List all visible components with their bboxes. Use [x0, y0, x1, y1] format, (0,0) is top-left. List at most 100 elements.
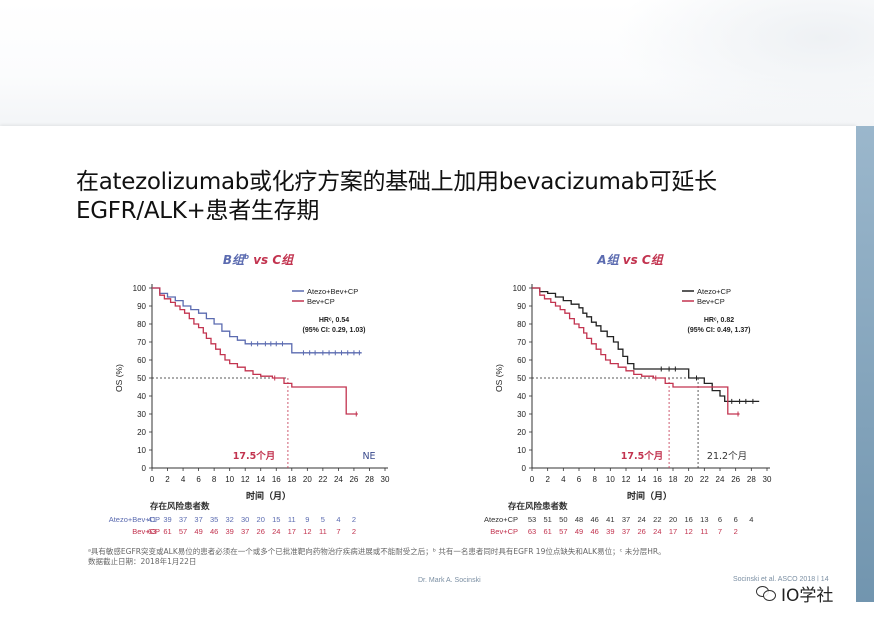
risk-table-title: 存在风险患者数 [507, 501, 568, 512]
y-tick-label: 60 [517, 356, 526, 365]
median-label: 21.2个月 [707, 451, 747, 462]
risk-count: 57 [179, 527, 187, 536]
risk-count: 37 [241, 527, 249, 536]
risk-count: 7 [718, 527, 722, 536]
y-tick-label: 100 [133, 284, 147, 293]
risk-count: 37 [622, 515, 630, 524]
x-tick-label: 2 [545, 475, 550, 484]
risk-count: 17 [669, 527, 677, 536]
chart-title: B组b vs C组 [223, 253, 295, 267]
x-tick-label: 8 [212, 475, 217, 484]
survival-curve-2 [152, 287, 358, 415]
risk-count: 9 [305, 515, 309, 524]
risk-count: 37 [179, 515, 187, 524]
x-tick-label: 10 [225, 475, 234, 484]
chart-title-group-left: A组 [596, 253, 620, 267]
watermark: IO学社 [752, 581, 838, 606]
y-tick-label: 60 [137, 356, 146, 365]
risk-count: 22 [653, 515, 661, 524]
x-tick-label: 24 [334, 475, 343, 484]
median-label: NE [362, 451, 375, 462]
y-tick-label: 50 [517, 374, 526, 383]
risk-table-title: 存在风险患者数 [149, 501, 210, 512]
header-background [0, 0, 874, 126]
y-tick-label: 100 [513, 284, 527, 293]
y-tick-label: 90 [137, 302, 146, 311]
footnote: ᵃ具有敏感EGFR突变或ALK易位的患者必须在一个或多个已批准靶向药物治疗疾病进… [88, 547, 828, 567]
x-tick-label: 24 [716, 475, 725, 484]
risk-count: 6 [734, 515, 738, 524]
risk-row-label: Atezo+Bev+CP [109, 515, 160, 524]
x-tick-label: 18 [287, 475, 296, 484]
risk-count: 61 [543, 527, 551, 536]
y-tick-label: 0 [522, 464, 527, 473]
risk-count: 50 [559, 515, 567, 524]
risk-count: 61 [163, 527, 171, 536]
legend-label: Atezo+CP [697, 287, 731, 296]
survival-curve-1 [532, 287, 760, 403]
risk-count: 17 [288, 527, 296, 536]
risk-row-label: Bev+CP [132, 527, 160, 536]
x-tick-label: 14 [256, 475, 265, 484]
y-tick-label: 0 [142, 464, 147, 473]
risk-count: 20 [257, 515, 265, 524]
footnote-line-2: 数据截止日期：2018年1月22日 [88, 557, 197, 566]
risk-count: 26 [637, 527, 645, 536]
y-tick-label: 80 [517, 320, 526, 329]
legend-label: Bev+CP [697, 297, 725, 306]
confidence-interval: (95% CI: 0.49, 1.37) [687, 327, 750, 334]
x-tick-label: 10 [606, 475, 615, 484]
y-tick-label: 10 [517, 446, 526, 455]
x-axis-label: 时间（月） [627, 490, 672, 502]
x-tick-label: 8 [592, 475, 597, 484]
x-tick-label: 14 [637, 475, 646, 484]
chart-title-superscript: b [244, 253, 249, 261]
watermark-text: IO学社 [781, 585, 834, 606]
risk-count: 24 [653, 527, 661, 536]
hazard-ratio: HRᶜ, 0.54 [319, 317, 349, 324]
y-tick-label: 30 [137, 410, 146, 419]
y-tick-label: 20 [517, 428, 526, 437]
risk-count: 24 [272, 527, 280, 536]
x-tick-label: 12 [241, 475, 250, 484]
y-tick-label: 40 [137, 392, 146, 401]
risk-count: 13 [700, 515, 708, 524]
risk-count: 26 [257, 527, 265, 536]
slide-title-line-1: 在atezolizumab或化疗方案的基础上加用bevacizumab可延长 [76, 169, 717, 195]
risk-count: 51 [543, 515, 551, 524]
risk-count: 63 [528, 527, 536, 536]
median-label: 17.5个月 [233, 450, 275, 462]
y-axis-label: OS (%) [114, 364, 124, 392]
risk-count: 53 [528, 515, 536, 524]
slide-title-line-2: EGFR/ALK+患者生存期 [76, 198, 320, 224]
y-tick-label: 80 [137, 320, 146, 329]
y-axis-label: OS (%) [494, 364, 504, 392]
x-tick-label: 18 [669, 475, 678, 484]
legend-label: Atezo+Bev+CP [307, 287, 358, 296]
x-tick-label: 28 [747, 475, 756, 484]
confidence-interval: (95% CI: 0.29, 1.03) [302, 327, 365, 334]
legend-label: Bev+CP [307, 297, 335, 306]
x-tick-label: 2 [165, 475, 170, 484]
risk-row-label: Bev+CP [490, 527, 518, 536]
window-edge [856, 126, 874, 629]
x-axis-label: 时间（月） [246, 490, 291, 502]
y-tick-label: 10 [137, 446, 146, 455]
risk-count: 24 [637, 515, 645, 524]
slide-canvas [0, 126, 856, 602]
y-tick-label: 40 [517, 392, 526, 401]
risk-count: 49 [194, 527, 202, 536]
risk-count: 11 [288, 515, 296, 524]
risk-count: 5 [321, 515, 325, 524]
wechat-icon [756, 584, 776, 602]
x-tick-label: 4 [181, 475, 186, 484]
x-tick-label: 28 [365, 475, 374, 484]
risk-count: 16 [684, 515, 692, 524]
risk-count: 46 [590, 527, 598, 536]
chart-title-vs: vs [249, 253, 272, 267]
risk-count: 4 [336, 515, 340, 524]
risk-count: 46 [210, 527, 218, 536]
